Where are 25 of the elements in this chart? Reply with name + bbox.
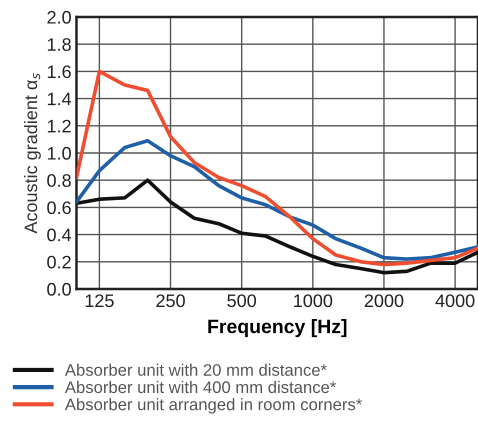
- y-tick-label: 1.8: [48, 38, 71, 51]
- y-tick-label: 0.0: [47, 282, 71, 296]
- y-tick-label: 1.0: [48, 146, 71, 160]
- legend-label: Absorber unit with 400 mm distance*: [64, 380, 336, 394]
- y-tick-label: 1.6: [48, 65, 71, 78]
- y-tick-label: 0.4: [47, 228, 72, 242]
- legend-label: Absorber unit arranged in room corners*: [64, 398, 362, 414]
- x-tick-label: 500: [227, 294, 256, 308]
- line-series: [76, 178, 478, 274]
- y-axis-title: Acoustic gradient α$_{s}$: [24, 73, 41, 234]
- y-tick-label: 1.4: [48, 92, 72, 106]
- y-tick-label: 0.6: [47, 201, 71, 214]
- x-axis-title: Frequency [Hz]: [208, 319, 346, 338]
- y-tick-label: 0.2: [47, 256, 71, 269]
- y-tick-label: 2.0: [47, 10, 71, 24]
- line-series: [76, 70, 478, 266]
- line-series: [76, 138, 478, 261]
- x-tick-label: 1000: [294, 294, 332, 308]
- x-tick-label: 4000: [435, 294, 474, 308]
- legend-label: Absorber unit with 20 mm distance*: [64, 364, 327, 376]
- y-tick-label: 0.8: [47, 174, 71, 187]
- x-tick-label: 125: [86, 294, 114, 308]
- x-tick-label: 250: [156, 294, 185, 308]
- x-tick-label: 2000: [364, 294, 404, 308]
- y-tick-label: 1.2: [48, 120, 71, 132]
